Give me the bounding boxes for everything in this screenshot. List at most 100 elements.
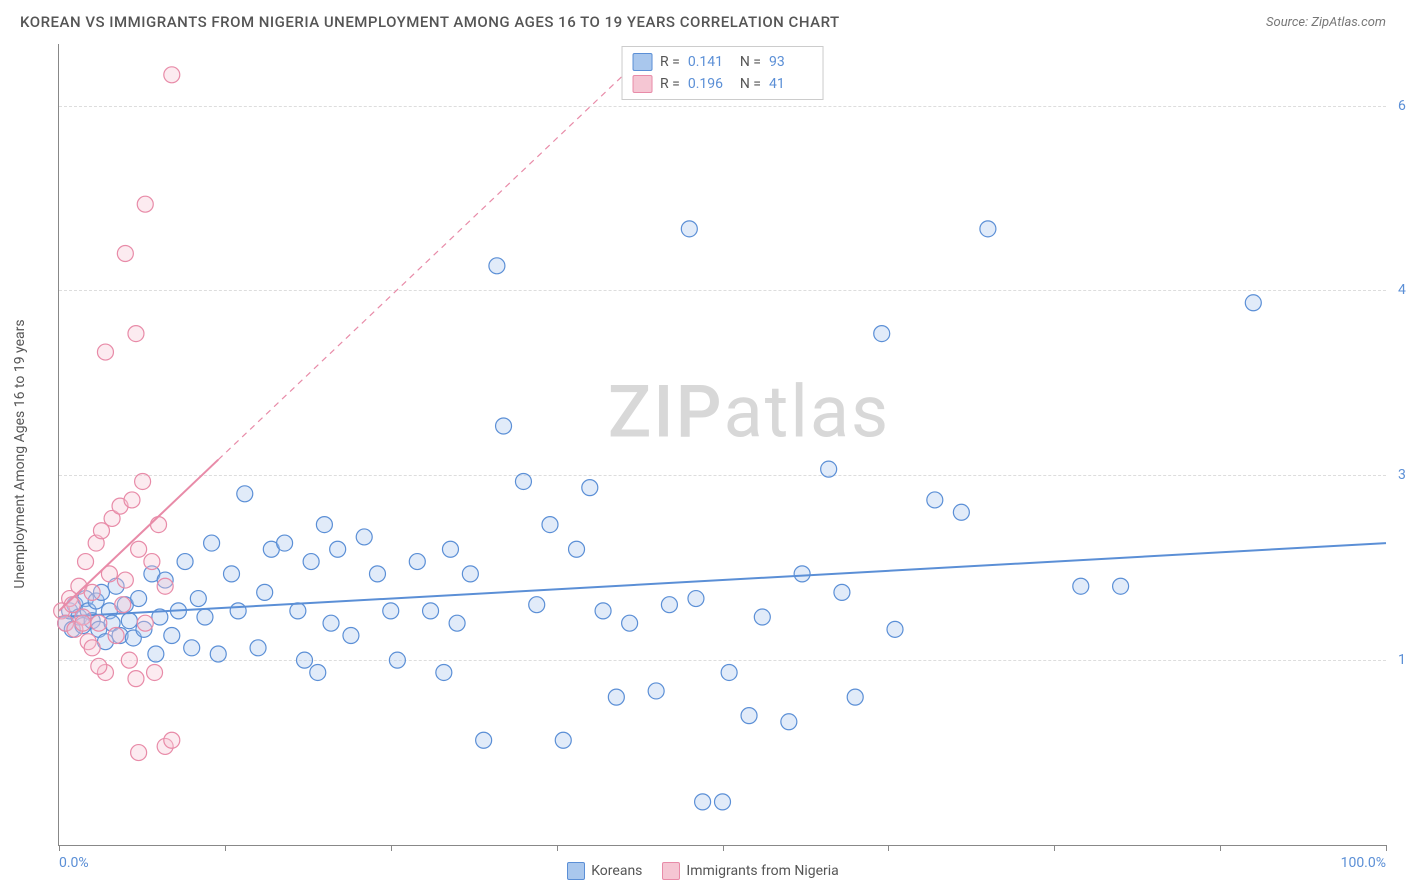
data-point — [135, 473, 151, 489]
correlation-legend: R = 0.141N = 93R = 0.196N = 41 — [621, 46, 824, 100]
x-tick — [1220, 845, 1221, 851]
data-point — [124, 492, 140, 508]
legend-swatch — [662, 862, 680, 880]
data-point — [137, 615, 153, 631]
data-point — [496, 418, 512, 434]
data-point — [721, 664, 737, 680]
x-tick — [391, 845, 392, 851]
chart-header: KOREAN VS IMMIGRANTS FROM NIGERIA UNEMPL… — [0, 0, 1406, 44]
data-point — [409, 554, 425, 570]
n-label: N = — [740, 76, 761, 92]
x-tick — [557, 845, 558, 851]
data-point — [131, 591, 147, 607]
data-point — [117, 572, 133, 588]
r-value: 0.196 — [688, 76, 732, 92]
chart-title: KOREAN VS IMMIGRANTS FROM NIGERIA UNEMPL… — [20, 13, 840, 31]
data-point — [316, 517, 332, 533]
data-point — [108, 628, 124, 644]
legend-swatch — [567, 862, 585, 880]
x-tick — [59, 845, 60, 851]
plot-container: ZIPatlas R = 0.141N = 93R = 0.196N = 41 … — [58, 44, 1386, 846]
data-point — [84, 584, 100, 600]
data-point — [157, 578, 173, 594]
legend-swatch — [632, 53, 652, 71]
trend-line-extrapolated — [218, 44, 656, 460]
data-point — [489, 258, 505, 274]
data-point — [608, 689, 624, 705]
data-point — [847, 689, 863, 705]
data-point — [257, 584, 273, 600]
n-label: N = — [740, 54, 761, 70]
data-point — [330, 541, 346, 557]
data-point — [980, 221, 996, 237]
data-point — [1245, 295, 1261, 311]
data-point — [290, 603, 306, 619]
scatter-plot-svg — [59, 44, 1386, 845]
data-point — [97, 344, 113, 360]
data-point — [821, 461, 837, 477]
data-point — [210, 646, 226, 662]
data-point — [542, 517, 558, 533]
n-value: 93 — [769, 54, 813, 70]
data-point — [781, 714, 797, 730]
data-point — [121, 652, 137, 668]
data-point — [131, 745, 147, 761]
data-point — [121, 613, 137, 629]
data-point — [661, 597, 677, 613]
data-point — [164, 67, 180, 83]
x-tick — [225, 845, 226, 851]
data-point — [953, 504, 969, 520]
data-point — [874, 326, 890, 342]
data-point — [715, 794, 731, 810]
data-point — [75, 615, 91, 631]
data-point — [310, 664, 326, 680]
data-point — [177, 554, 193, 570]
data-point — [128, 671, 144, 687]
data-point — [230, 603, 246, 619]
data-point — [383, 603, 399, 619]
data-point — [442, 541, 458, 557]
data-point — [462, 566, 478, 582]
data-point — [1113, 578, 1129, 594]
data-point — [190, 591, 206, 607]
data-point — [688, 591, 704, 607]
r-value: 0.141 — [688, 54, 732, 70]
data-point — [131, 541, 147, 557]
data-point — [622, 615, 638, 631]
data-point — [695, 794, 711, 810]
data-point — [356, 529, 372, 545]
data-point — [515, 473, 531, 489]
data-point — [834, 584, 850, 600]
data-point — [250, 640, 266, 656]
y-tick-label: 45.0% — [1390, 282, 1406, 298]
legend-swatch — [632, 75, 652, 93]
data-point — [1073, 578, 1089, 594]
data-point — [91, 658, 107, 674]
data-point — [555, 732, 571, 748]
data-point — [164, 628, 180, 644]
data-point — [115, 597, 131, 613]
data-point — [184, 640, 200, 656]
y-tick-label: 15.0% — [1390, 652, 1406, 668]
legend-item: Immigrants from Nigeria — [662, 862, 838, 880]
series-legend: Koreans Immigrants from Nigeria — [0, 862, 1406, 880]
data-point — [91, 615, 107, 631]
y-axis-label: Unemployment Among Ages 16 to 19 years — [12, 319, 28, 588]
legend-label: Immigrants from Nigeria — [686, 863, 838, 879]
x-tick — [723, 845, 724, 851]
data-point — [436, 664, 452, 680]
data-point — [78, 554, 94, 570]
data-point — [927, 492, 943, 508]
data-point — [887, 621, 903, 637]
r-label: R = — [660, 54, 680, 70]
data-point — [648, 683, 664, 699]
data-point — [296, 652, 312, 668]
data-point — [595, 603, 611, 619]
data-point — [84, 640, 100, 656]
legend-label: Koreans — [591, 863, 642, 879]
x-tick — [1054, 845, 1055, 851]
data-point — [476, 732, 492, 748]
data-point — [151, 517, 167, 533]
data-point — [582, 480, 598, 496]
correlation-legend-row: R = 0.196N = 41 — [632, 73, 813, 95]
